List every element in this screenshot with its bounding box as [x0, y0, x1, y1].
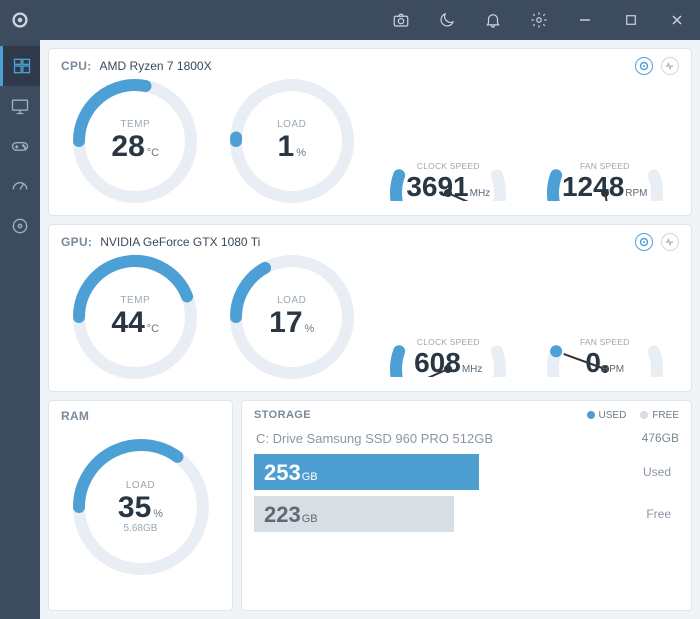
gpu-gauges: TEMP44°CLOAD17%CLOCK SPEED608MHzFAN SPEE… — [61, 253, 679, 381]
drive-capacity: 476GB — [642, 431, 679, 446]
titlebar — [0, 0, 700, 40]
gear-icon[interactable] — [516, 0, 562, 40]
storage-free-bar: 223GB Free — [254, 496, 679, 532]
drive-name: C: Drive Samsung SSD 960 PRO 512GB — [256, 431, 493, 446]
cpu-gauges: TEMP28°CLOAD1%CLOCK SPEED3691MHzFAN SPEE… — [61, 77, 679, 205]
legend-dot-used — [587, 411, 595, 419]
gpu-name: NVIDIA GeForce GTX 1080 Ti — [100, 235, 260, 249]
legend-free-label: FREE — [652, 410, 679, 421]
storage-free-value: 223 — [264, 502, 301, 528]
gpu-temp-gauge: TEMP44°C — [61, 253, 210, 381]
sidebar-item-speedometer[interactable] — [0, 166, 40, 206]
gpu-target-icon[interactable] — [635, 233, 653, 251]
storage-panel: STORAGE USED FREE C: Drive Samsung SSD 9… — [241, 400, 692, 611]
storage-used-unit: GB — [302, 471, 318, 483]
sidebar-item-dashboard[interactable] — [0, 46, 40, 86]
gpu-activity-icon[interactable] — [661, 233, 679, 251]
gpu-panel: GPU: NVIDIA GeForce GTX 1080 Ti TEMP44°C… — [48, 224, 692, 392]
sidebar — [0, 40, 40, 619]
storage-legend: USED FREE — [587, 410, 679, 421]
cpu-target-icon[interactable] — [635, 57, 653, 75]
content-area: CPU: AMD Ryzen 7 1800X TEMP28°CLOAD1%CLO… — [40, 40, 700, 619]
cpu-activity-icon[interactable] — [661, 57, 679, 75]
cpu-panel: CPU: AMD Ryzen 7 1800X TEMP28°CLOAD1%CLO… — [48, 48, 692, 216]
close-icon[interactable] — [654, 0, 700, 40]
gpu-load-gauge: LOAD17% — [218, 253, 367, 381]
moon-icon[interactable] — [424, 0, 470, 40]
storage-free-fill: 223GB — [254, 496, 454, 532]
maximize-icon[interactable] — [608, 0, 654, 40]
gpu-clock-gauge: CLOCK SPEED608MHz — [374, 253, 523, 381]
ram-label: RAM — [61, 409, 89, 423]
gpu-label: GPU: — [61, 235, 92, 249]
ram-gauge: LOAD35%5.68GB — [61, 429, 220, 584]
cpu-clock-gauge: CLOCK SPEED3691MHz — [374, 77, 523, 205]
camera-icon[interactable] — [378, 0, 424, 40]
storage-free-tag: Free — [646, 507, 671, 521]
legend-dot-free — [640, 411, 648, 419]
gpu-fan-gauge: FAN SPEED0RPM — [531, 253, 680, 381]
cpu-fan-gauge: FAN SPEED1248RPM — [531, 77, 680, 205]
storage-used-fill: 253GB — [254, 454, 479, 490]
cpu-name: AMD Ryzen 7 1800X — [100, 59, 212, 73]
sidebar-item-disc[interactable] — [0, 206, 40, 246]
storage-label: STORAGE — [254, 409, 311, 421]
minimize-icon[interactable] — [562, 0, 608, 40]
storage-free-unit: GB — [302, 513, 318, 525]
ram-load-gauge: LOAD35%5.68GB — [61, 437, 220, 577]
cpu-load-gauge: LOAD1% — [218, 77, 367, 205]
storage-used-bar: 253GB Used — [254, 454, 679, 490]
legend-used-label: USED — [599, 410, 627, 421]
sidebar-item-monitor[interactable] — [0, 86, 40, 126]
storage-used-value: 253 — [264, 460, 301, 486]
bell-icon[interactable] — [470, 0, 516, 40]
cpu-temp-gauge: TEMP28°C — [61, 77, 210, 205]
ram-panel: RAM LOAD35%5.68GB — [48, 400, 233, 611]
app-logo — [0, 0, 40, 40]
storage-used-tag: Used — [643, 465, 671, 479]
sidebar-item-gamepad[interactable] — [0, 126, 40, 166]
cpu-label: CPU: — [61, 59, 92, 73]
